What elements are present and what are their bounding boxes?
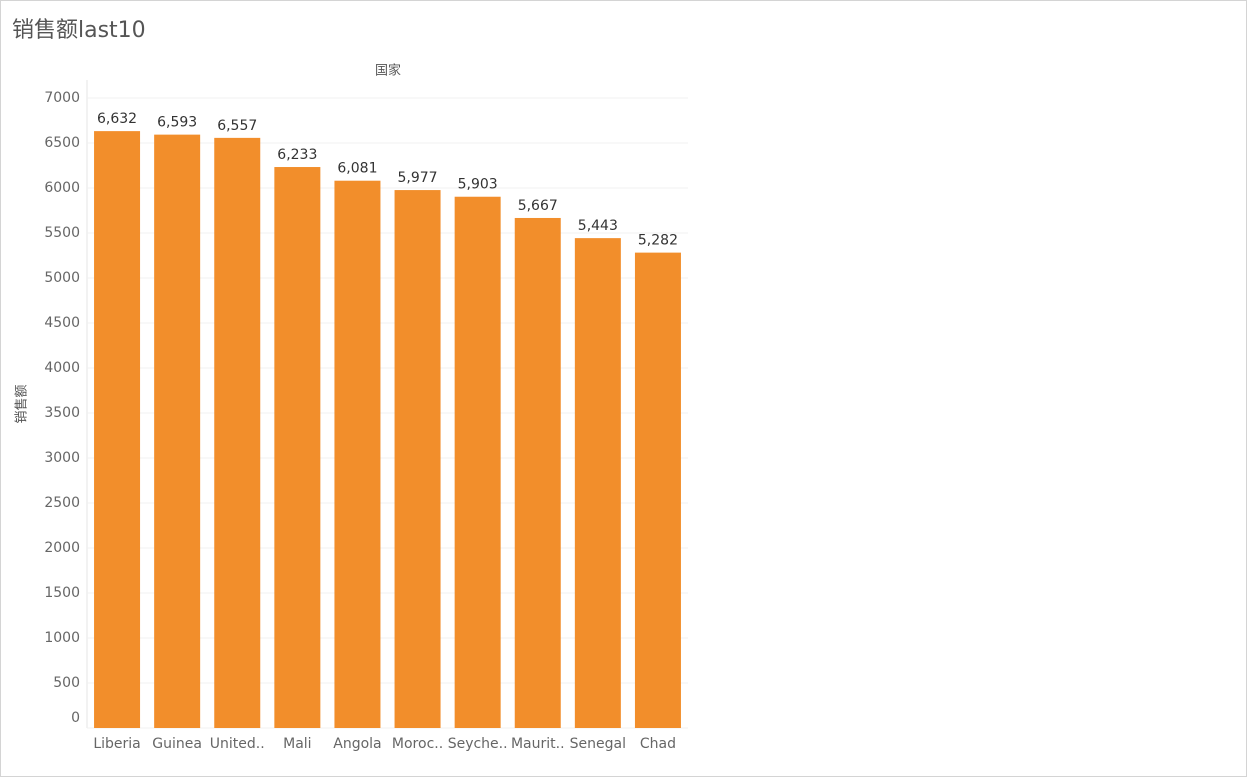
value-label: 5,667 bbox=[518, 198, 558, 214]
value-label: 6,233 bbox=[277, 147, 317, 163]
bar bbox=[154, 134, 201, 728]
x-tick-label: Senegal bbox=[570, 736, 626, 752]
y-tick-label: 5000 bbox=[44, 270, 80, 286]
y-tick-label: 1000 bbox=[44, 630, 80, 646]
x-tick-label: Angola bbox=[333, 736, 381, 752]
chart-title: 销售额last10 bbox=[12, 18, 146, 43]
value-label: 5,443 bbox=[578, 218, 618, 234]
y-tick-label: 1500 bbox=[44, 585, 80, 601]
y-tick-label: 2500 bbox=[44, 495, 80, 511]
value-label: 6,632 bbox=[97, 111, 137, 127]
bar bbox=[514, 217, 561, 728]
value-label: 5,903 bbox=[458, 177, 498, 193]
y-tick-label: 5500 bbox=[44, 225, 80, 241]
bar bbox=[454, 196, 501, 729]
y-tick-label: 6000 bbox=[44, 180, 80, 196]
bar bbox=[274, 167, 321, 728]
x-tick-label: United.. bbox=[210, 736, 265, 752]
value-label: 5,282 bbox=[638, 233, 678, 249]
value-label: 5,977 bbox=[398, 170, 438, 186]
x-tick-label: Liberia bbox=[93, 736, 140, 752]
bar bbox=[574, 238, 621, 728]
value-label: 6,557 bbox=[217, 118, 257, 134]
y-tick-label: 3500 bbox=[44, 405, 80, 421]
x-tick-label: Moroc.. bbox=[392, 736, 443, 752]
x-tick-label: Guinea bbox=[152, 736, 202, 752]
y-axis-title: 销售额 bbox=[14, 384, 30, 423]
y-tick-label: 4500 bbox=[44, 315, 80, 331]
y-tick-label: 7000 bbox=[44, 90, 80, 106]
y-tick-label: 6500 bbox=[44, 135, 80, 151]
y-tick-label: 3000 bbox=[44, 450, 80, 466]
value-label: 6,081 bbox=[337, 161, 377, 177]
y-tick-label: 2000 bbox=[44, 540, 80, 556]
bar bbox=[334, 180, 381, 728]
x-tick-label: Maurit.. bbox=[511, 736, 565, 752]
bar bbox=[214, 137, 261, 728]
y-tick-label: 500 bbox=[53, 675, 80, 691]
x-tick-label: Chad bbox=[640, 736, 676, 752]
y-tick-label: 4000 bbox=[44, 360, 80, 376]
y-tick-label: 0 bbox=[71, 710, 80, 726]
bar bbox=[634, 252, 681, 728]
x-tick-label: Mali bbox=[283, 736, 311, 752]
x-tick-label: Seyche.. bbox=[448, 736, 508, 752]
bar bbox=[394, 190, 441, 728]
bar bbox=[94, 131, 141, 728]
value-label: 6,593 bbox=[157, 115, 197, 131]
x-axis-title: 国家 bbox=[375, 63, 401, 79]
